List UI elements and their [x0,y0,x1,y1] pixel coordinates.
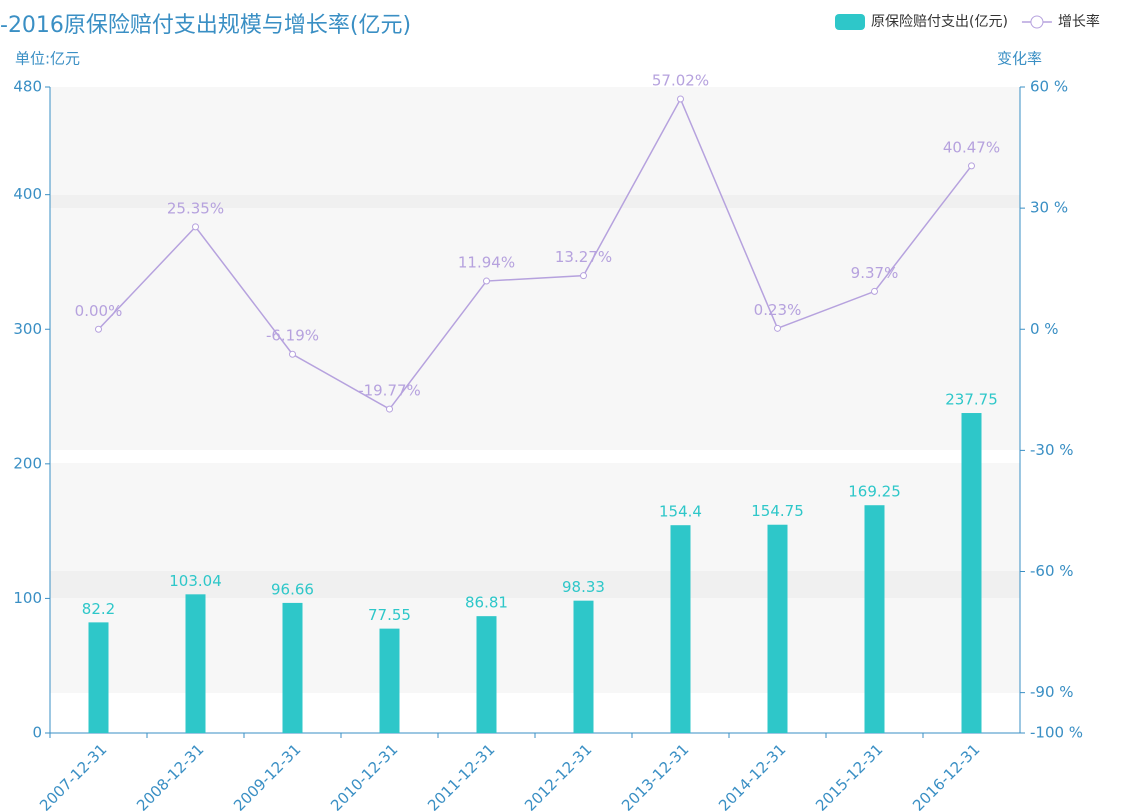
band [50,87,1020,207]
bar-value-label: 77.55 [368,606,411,624]
x-tick-label: 2007-12-31 [36,740,110,811]
y2-tick-label: 60 % [1030,78,1068,96]
x-tick-label: 2016-12-31 [909,740,983,811]
line-value-label: -19.77% [358,382,421,400]
line-point [677,95,684,103]
bar-value-label: 154.75 [751,502,804,520]
bar [379,628,400,733]
line-point [483,277,490,285]
line-point [580,272,587,280]
bar [476,616,497,733]
x-tick-label: 2015-12-31 [812,740,886,811]
line-value-label: 11.94% [458,254,515,272]
bar-value-label: 169.25 [848,483,901,501]
bar [670,525,691,733]
legend-swatch [835,14,865,30]
bar [961,413,982,733]
line-value-label: 0.00% [75,302,123,320]
line-value-label: 9.37% [851,264,899,282]
y2-tick-label: 30 % [1030,199,1068,217]
bar-value-label: 82.2 [82,600,115,618]
y-tick-label: 480 [13,78,42,96]
line-value-label: -6.19% [266,327,319,345]
bar-value-label: 237.75 [945,391,998,409]
x-tick-label: 2008-12-31 [133,740,207,811]
line-point [774,324,781,332]
bar-value-label: 96.66 [271,580,314,598]
line [97,97,973,411]
x-tick-label: 2009-12-31 [230,740,304,811]
bar [573,600,594,733]
line-value-label: 13.27% [555,248,612,266]
band [50,571,1020,598]
bar [88,622,109,733]
y2-tick-label: 0 % [1030,320,1059,338]
line-point [871,287,878,295]
bar [767,524,788,733]
band [50,208,1020,450]
chart-title: -2016原保险赔付支出规模与增长率(亿元) [0,13,411,38]
line-point [968,162,975,170]
y2-tick-label: -90 % [1030,683,1074,701]
bar [864,505,885,733]
y-tick-label: 0 [32,724,42,742]
y-tick-label: 100 [13,589,42,607]
line-point [386,405,393,413]
x-tick-label: 2011-12-31 [424,740,498,811]
line-value-label: 40.47% [943,138,1000,156]
bar [185,594,206,733]
y2-axis-label: 变化率 [997,50,1042,68]
bar-value-label: 103.04 [169,572,222,590]
x-tick-label: 2014-12-31 [715,740,789,811]
band [50,463,1020,571]
bar-value-label: 86.81 [465,594,508,612]
band [50,195,1020,208]
legend-swatch [1030,15,1044,29]
line-point [289,350,296,358]
x-tick-label: 2012-12-31 [521,740,595,811]
line-value-label: 25.35% [167,199,224,217]
bar-value-label: 98.33 [562,578,605,596]
y-axis-label: 单位:亿元 [15,50,80,68]
band [50,598,1020,693]
x-tick-label: 2010-12-31 [327,740,401,811]
y2-tick-label: -60 % [1030,562,1074,580]
y-tick-label: 300 [13,320,42,338]
line-value-label: 0.23% [754,301,802,319]
y2-tick-label: -30 % [1030,441,1074,459]
legend-label: 原保险赔付支出(亿元) [871,14,1008,30]
legend-label: 增长率 [1058,13,1100,30]
line-point [95,325,102,333]
y2-tick-label: -100 % [1030,724,1083,742]
bar-value-label: 154.4 [659,503,702,521]
y-tick-label: 200 [13,454,42,472]
bar [282,602,303,733]
x-tick-label: 2013-12-31 [618,740,692,811]
line-point [192,223,199,231]
y-tick-label: 400 [13,185,42,203]
line-value-label: 57.02% [652,72,709,90]
